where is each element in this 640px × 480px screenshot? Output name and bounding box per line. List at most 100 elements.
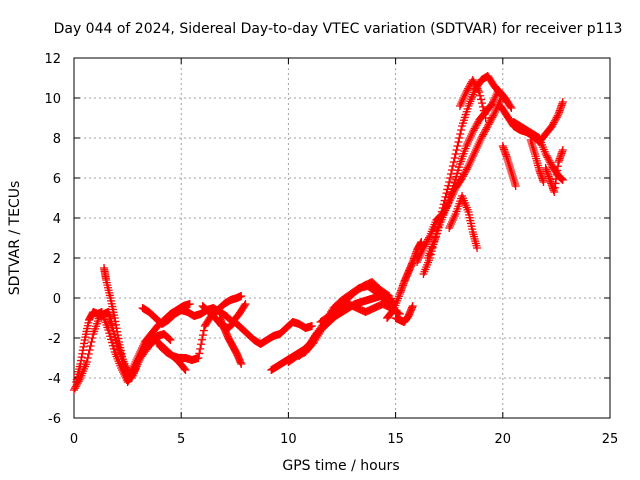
data-point (449, 158, 458, 166)
data-point (134, 352, 143, 360)
data-point (558, 176, 567, 184)
data-point (468, 76, 477, 84)
series-arc14 (391, 302, 417, 326)
data-point (480, 128, 489, 137)
data-point (464, 84, 473, 93)
y-tick-label: 12 (44, 52, 61, 67)
data-point (419, 244, 428, 252)
data-point (446, 222, 455, 230)
data-point (481, 127, 490, 136)
data-point (539, 178, 548, 186)
data-point (548, 122, 557, 130)
data-point (131, 358, 140, 366)
data-point (460, 168, 469, 177)
data-point (195, 349, 204, 358)
data-point (468, 154, 477, 162)
data-point (456, 100, 465, 108)
data-point (472, 144, 481, 152)
data-point (460, 92, 469, 100)
data-point (477, 134, 486, 142)
data-point (185, 300, 194, 308)
data-point (546, 158, 555, 167)
data-point (438, 210, 447, 218)
data-point (130, 360, 139, 368)
data-point (551, 115, 560, 124)
data-point (488, 100, 497, 108)
data-point (549, 118, 558, 127)
data-point (479, 106, 488, 115)
data-point (388, 307, 397, 316)
data-point (461, 90, 470, 98)
data-point (83, 354, 92, 362)
data-point (490, 110, 499, 118)
data-point (458, 172, 467, 181)
data-point (472, 82, 481, 91)
data-point (133, 354, 142, 362)
data-point (474, 140, 483, 148)
series-arc19 (455, 76, 490, 122)
data-point (488, 113, 497, 122)
data-point (486, 116, 495, 125)
data-point (465, 160, 474, 168)
data-point (180, 364, 189, 373)
data-point (490, 94, 499, 102)
data-point (240, 301, 249, 310)
data-point (87, 338, 96, 346)
data-point (463, 163, 472, 172)
data-point (552, 113, 561, 122)
y-tick-label: 0 (53, 292, 61, 307)
x-tick-label: 15 (387, 432, 404, 447)
series-arc8 (215, 314, 246, 368)
data-point (194, 354, 203, 362)
data-points (70, 72, 567, 394)
data-point (450, 212, 459, 220)
data-point (447, 194, 456, 202)
data-point (70, 384, 79, 393)
x-tick-label: 10 (280, 432, 297, 447)
data-point (450, 186, 459, 194)
data-point (137, 344, 146, 352)
data-point (307, 322, 316, 330)
data-point (488, 98, 497, 106)
data-point (484, 120, 493, 129)
data-point (449, 214, 458, 222)
data-point (465, 136, 474, 144)
data-point (476, 91, 485, 100)
data-point (461, 167, 470, 176)
chart-title: Day 044 of 2024, Sidereal Day-to-day VTE… (54, 21, 623, 37)
data-point (447, 220, 456, 228)
data-point (237, 292, 246, 300)
y-tick-label: -2 (48, 332, 61, 347)
data-point (543, 153, 552, 162)
data-point (462, 88, 471, 96)
data-point (420, 242, 429, 251)
series-arc21 (498, 142, 520, 190)
data-point (471, 146, 480, 154)
data-point (138, 342, 147, 350)
data-point (241, 300, 250, 308)
data-point (418, 246, 427, 254)
data-point (489, 111, 498, 120)
data-point (453, 142, 462, 150)
data-point (466, 158, 475, 166)
data-point (480, 110, 489, 119)
data-point (468, 128, 477, 136)
data-point (449, 188, 458, 196)
y-tick-label: 2 (53, 252, 61, 267)
y-tick-label: -6 (48, 412, 61, 427)
plot-frame (73, 57, 611, 419)
data-point (544, 155, 553, 164)
data-point (558, 98, 567, 106)
x-tick-label: 20 (495, 432, 512, 447)
data-point (423, 237, 432, 246)
data-point (88, 334, 97, 342)
data-point (424, 233, 433, 242)
data-point (466, 132, 475, 140)
data-point (464, 138, 473, 146)
data-point (447, 218, 456, 226)
data-point (417, 248, 426, 256)
data-point (478, 102, 487, 111)
data-point (129, 362, 138, 370)
data-point (463, 86, 472, 95)
data-point (475, 138, 484, 146)
